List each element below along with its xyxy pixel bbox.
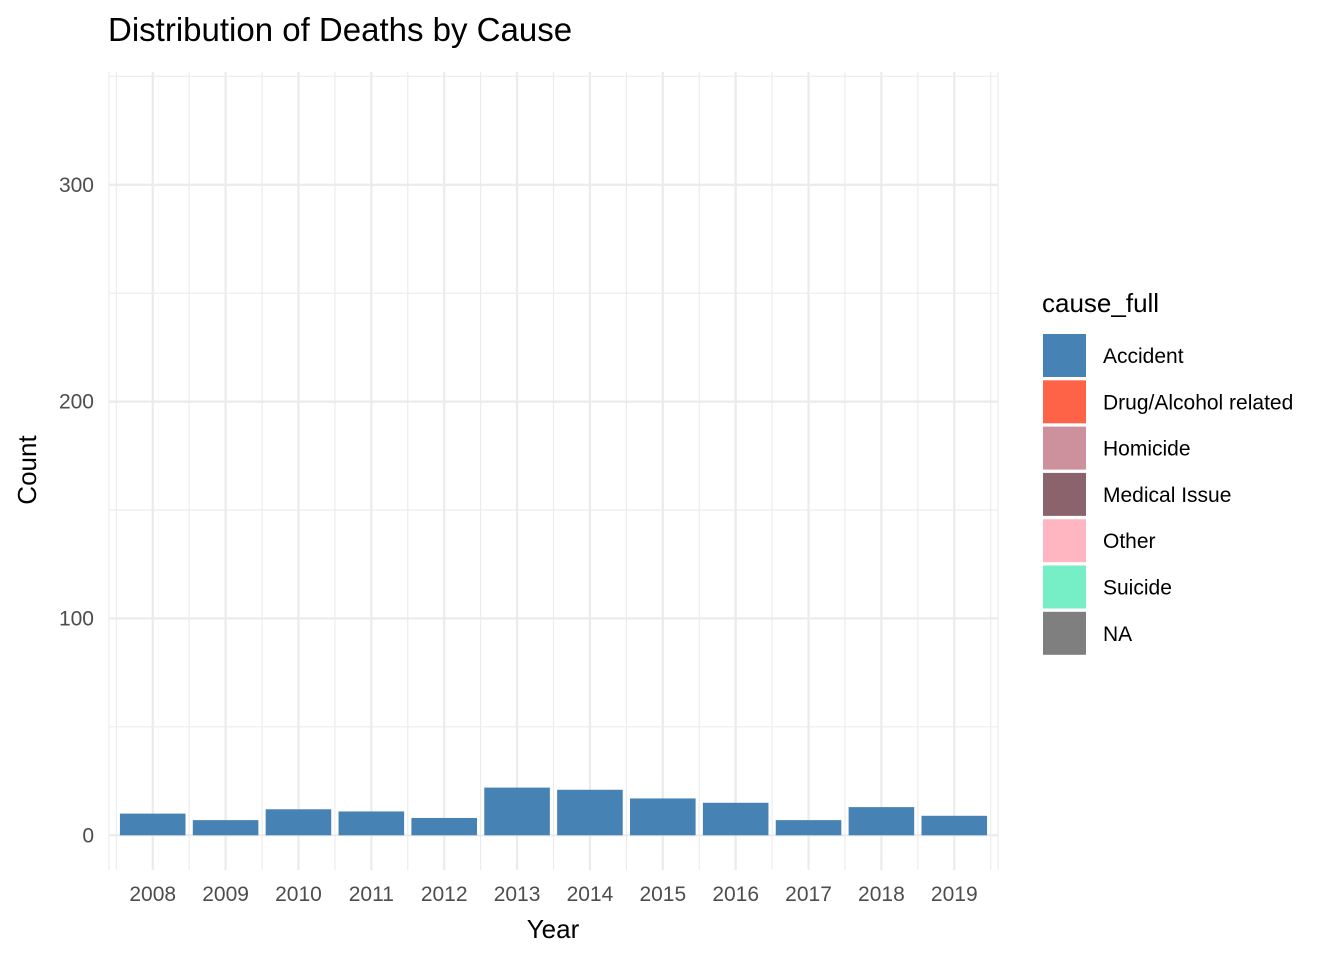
x-tick-label: 2019 [931,883,978,906]
bar-2016 [702,802,769,836]
bar-2010 [265,809,332,836]
legend-label: NA [1103,623,1132,646]
x-axis-title: Year [527,914,580,944]
bar-2019 [921,815,988,836]
bar-2009 [192,820,259,836]
legend-label: Suicide [1103,577,1172,600]
bar-2011 [338,811,405,836]
legend-label: Medical Issue [1103,484,1231,507]
x-tick-label: 2014 [567,883,614,906]
bar-2017 [775,820,842,836]
bar-2012 [411,817,477,836]
x-tick-label: 2010 [275,883,322,906]
x-tick-label: 2009 [202,883,249,906]
legend-swatch [1043,334,1086,377]
y-axis-title: Count [12,435,42,505]
legend-label: Homicide [1103,438,1191,461]
x-axis: 2008 2009 2010 2011 2012 2013 2014 2015 2016 2017… [129,883,977,906]
y-tick-label: 100 [59,607,94,630]
legend-swatch [1043,426,1086,470]
grid [108,72,999,870]
x-tick-label: 2008 [129,883,176,906]
y-tick-label: 200 [59,391,94,414]
bar-2008 [119,813,186,836]
y-tick-label: 0 [82,824,94,847]
legend-label: Other [1103,530,1156,553]
x-tick-label: 2017 [785,883,832,906]
legend-swatch [1043,565,1086,609]
legend-swatch [1043,380,1086,424]
legend-label: Drug/Alcohol related [1103,391,1293,414]
legend: cause_full Accident Drug/Alcohol related H… [1042,288,1293,655]
y-axis: 0 100 200 300 [59,174,94,848]
legend-title: cause_full [1042,288,1159,318]
bar-2014 [557,789,623,836]
bars [119,787,988,836]
chart-title: Distribution of Deaths by Cause [108,11,572,48]
bar-2018 [848,807,915,836]
bar-2015 [630,798,696,836]
x-tick-label: 2018 [858,883,905,906]
bar-2013 [484,787,550,836]
legend-swatch [1043,611,1086,655]
x-tick-label: 2015 [639,883,686,906]
legend-swatch [1043,472,1086,516]
legend-swatch [1043,519,1086,563]
x-tick-label: 2012 [421,883,468,906]
x-tick-label: 2013 [494,883,541,906]
x-tick-label: 2011 [349,883,394,906]
x-tick-label: 2016 [712,883,759,906]
y-tick-label: 300 [59,174,94,197]
legend-label: Accident [1103,345,1184,368]
